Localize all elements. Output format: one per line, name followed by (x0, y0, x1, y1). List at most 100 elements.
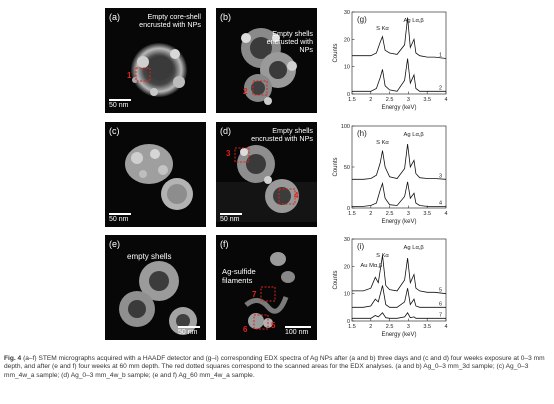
micrograph-e: (e) empty shells 50 nm (105, 235, 206, 340)
peak-label: Ag Lα,β (404, 245, 425, 251)
plot-frame (351, 125, 447, 209)
y-axis-label: Counts (333, 43, 339, 62)
x-tick-label: 3 (407, 211, 410, 217)
series-label-1: 1 (439, 52, 442, 58)
x-tick-label: 3.5 (423, 97, 431, 103)
x-tick-label: 2.5 (386, 211, 394, 217)
figure-caption: Fig. 4 (a–f) STEM micrographs acquired w… (4, 355, 550, 380)
caption-text: (a–f) STEM micrographs acquired with a H… (4, 355, 545, 379)
panel-label: (g) (357, 15, 367, 24)
micrograph-a: (a) Empty core-shell encrusted with NPs … (105, 8, 206, 113)
y-tick-label: 10 (344, 292, 350, 298)
y-tick-label: 0 (347, 319, 350, 325)
x-tick-label: 4 (444, 211, 447, 217)
annotation-a: Empty core-shell encrusted with NPs (139, 12, 201, 29)
edx-spectrum-h: (h) 1.5 2 2.5 3 3.5 4 0 50 100 Energy (keV) Counts 3… (333, 124, 448, 225)
edx-spectrum-g: (g) 1.5 2 2.5 3 3.5 4 0 10 20 30 Energy (keV) Counts… (333, 10, 448, 111)
scalebar-e: 50 nm (178, 326, 200, 336)
series-label-6: 6 (439, 301, 442, 307)
micrograph-b-image (241, 28, 297, 105)
panel-label: (i) (357, 242, 364, 251)
scalebar-f: 100 nm (285, 326, 311, 336)
region-number-3: 3 (226, 149, 231, 158)
spectrum-series-1 (352, 17, 447, 59)
x-tick-label: 3.5 (423, 324, 431, 330)
y-tick-label: 20 (344, 264, 350, 270)
peak-label: Ag Lα,β (404, 132, 425, 138)
y-tick-label: 100 (341, 124, 350, 130)
y-tick-label: 0 (347, 92, 350, 98)
peak-label: S Kα (376, 140, 389, 146)
micrograph-b: (b) Empty shells encrusted with NPs 2 (216, 8, 317, 113)
x-tick-label: 1.5 (348, 324, 356, 330)
y-tick-label: 30 (344, 10, 350, 16)
region-number-1: 1 (127, 71, 132, 80)
x-tick-label: 2 (369, 211, 372, 217)
x-axis-label: Energy (keV) (381, 332, 416, 338)
spectrum-series-6 (352, 285, 446, 308)
annotation-f: Ag-sulfide filaments (222, 267, 256, 285)
spectrum-series-3 (352, 143, 447, 180)
region-number-4: 4 (294, 191, 299, 200)
micrograph-d-image (216, 145, 317, 222)
series-label-3: 3 (439, 173, 442, 179)
panel-label-c: (c) (109, 126, 120, 136)
x-axis-label: Energy (keV) (381, 105, 416, 111)
y-tick-label: 50 (344, 165, 350, 171)
y-axis-label: Counts (333, 157, 339, 176)
x-tick-label: 1.5 (348, 97, 356, 103)
region-number-7: 7 (252, 290, 257, 299)
y-tick-label: 20 (344, 37, 350, 43)
x-tick-label: 2.5 (386, 324, 394, 330)
x-tick-label: 3.5 (423, 211, 431, 217)
x-tick-label: 2 (369, 324, 372, 330)
scalebar-a: 50 nm (109, 99, 131, 109)
micrograph-c: (c) 50 nm (105, 122, 206, 227)
micrograph-d: (d) Empty shells encrusted with NPs 3 4 … (216, 122, 317, 227)
x-tick-label: 4 (444, 97, 447, 103)
y-tick-label: 10 (344, 65, 350, 71)
annotation-e: empty shells (127, 252, 172, 261)
x-tick-label: 2.5 (386, 97, 394, 103)
spectrum-series-4 (352, 181, 446, 207)
micrograph-f-image (244, 252, 295, 330)
panel-label-d: (d) (220, 126, 231, 136)
y-axis-label: Counts (333, 270, 339, 289)
spectrum-series-2 (352, 58, 446, 92)
x-tick-label: 3 (407, 97, 410, 103)
peak-label: Ag Lα,β (404, 18, 425, 24)
series-label-2: 2 (439, 85, 442, 91)
x-tick-label: 4 (444, 324, 447, 330)
spectrum-series-5 (352, 255, 447, 295)
x-tick-label: 3 (407, 324, 410, 330)
peak-label: S Kα (376, 253, 389, 259)
panel-label: (h) (357, 129, 367, 138)
region-number-6: 6 (243, 325, 248, 334)
x-tick-label: 2 (369, 97, 372, 103)
spectrum-series-7 (352, 312, 446, 319)
micrograph-f: (f) Ag-sulfide filaments 7 5 6 100 nm (216, 235, 317, 340)
y-tick-label: 0 (347, 206, 350, 212)
micrograph-c-image (125, 144, 193, 210)
micrograph-e-image (119, 261, 197, 335)
edx-spectrum-i: (i) 1.5 2 2.5 3 3.5 4 0 10 20 30 Energy (keV) Counts… (333, 237, 448, 338)
scalebar-d: 50 nm (220, 213, 242, 223)
region-number-5: 5 (271, 321, 276, 330)
panel-label-a: (a) (109, 12, 120, 22)
scalebar-c: 50 nm (109, 213, 131, 223)
series-label-7: 7 (439, 312, 442, 318)
x-axis-label: Energy (keV) (381, 219, 416, 225)
series-label-5: 5 (439, 288, 442, 294)
peak-label: S Kα (376, 26, 389, 32)
x-tick-label: 1.5 (348, 211, 356, 217)
y-tick-label: 30 (344, 237, 350, 243)
panel-label-b: (b) (220, 12, 231, 22)
panel-label-f: (f) (220, 239, 229, 249)
plot-frame (351, 238, 447, 322)
series-label-4: 4 (439, 200, 442, 206)
region-number-2: 2 (243, 87, 248, 96)
panel-label-e: (e) (109, 239, 120, 249)
micrograph-a-image (131, 43, 187, 97)
annotation-b: Empty shells encrusted with NPs (266, 29, 313, 54)
figure-number: Fig. 4 (4, 355, 22, 362)
